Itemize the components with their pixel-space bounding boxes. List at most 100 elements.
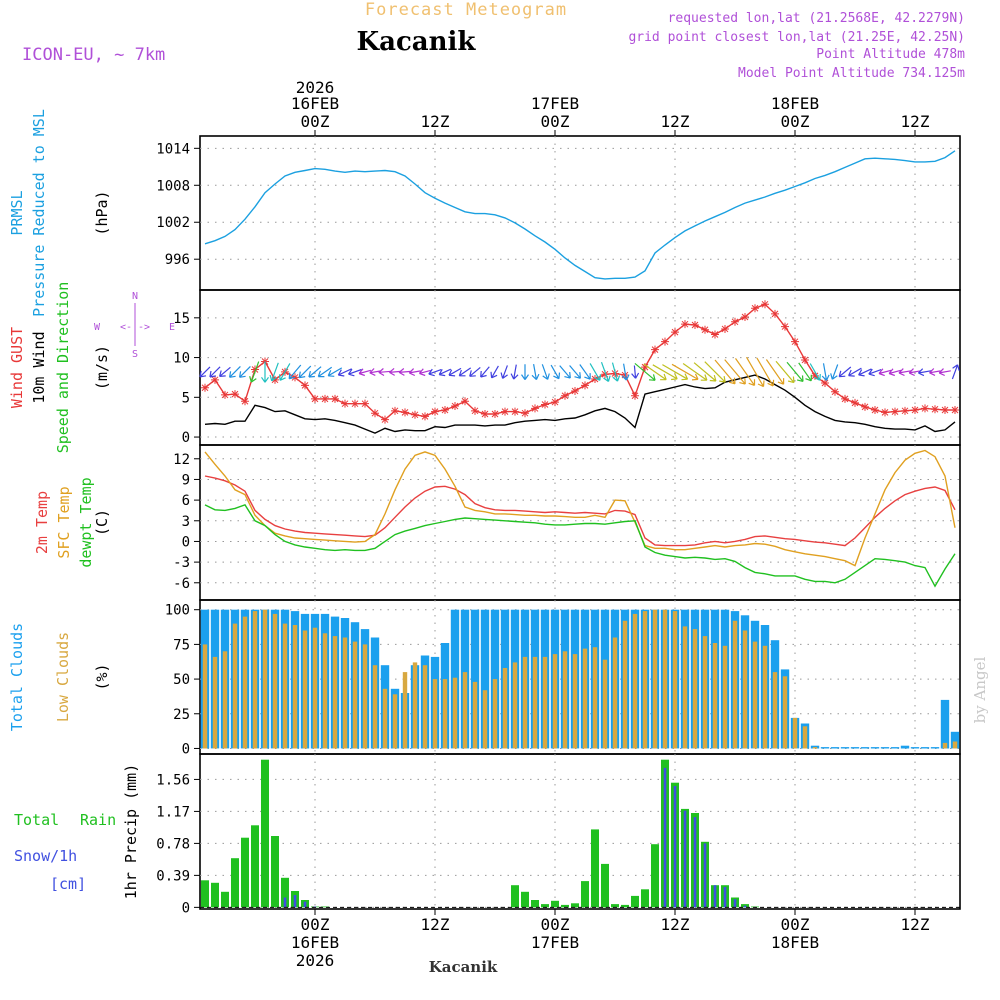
wind-direction-arrow bbox=[261, 361, 269, 383]
rain-bar bbox=[281, 877, 289, 908]
wind-direction-arrow bbox=[219, 366, 231, 377]
time-hour-top: 00Z bbox=[781, 112, 810, 131]
low-cloud-bar bbox=[682, 626, 688, 749]
y-tick-label: 15 bbox=[173, 311, 190, 327]
wind-direction-arrow bbox=[279, 363, 291, 381]
y-tick-label: 10 bbox=[173, 351, 190, 367]
wind-direction-arrow bbox=[229, 365, 241, 378]
gust-marker bbox=[521, 409, 529, 418]
header: Forecast Meteogram Kacanik ICON-EU, ~ 7k… bbox=[22, 0, 965, 81]
location-title: Kacanik bbox=[357, 27, 477, 57]
total-cloud-bar bbox=[820, 747, 830, 749]
compass-north: N bbox=[132, 291, 138, 302]
gust-marker bbox=[321, 394, 329, 403]
rain-bar bbox=[541, 904, 549, 908]
low-cloud-bar bbox=[402, 672, 408, 749]
rain-bar bbox=[581, 881, 589, 908]
time-hour-bottom: 00Z bbox=[541, 915, 570, 934]
total-cloud-bar bbox=[480, 609, 490, 749]
wind-direction-arrow bbox=[858, 368, 872, 377]
gust-marker bbox=[771, 309, 779, 318]
low-cloud-bar bbox=[292, 625, 298, 749]
gust-marker bbox=[371, 409, 379, 418]
panel-frame bbox=[199, 135, 961, 291]
gust-marker bbox=[901, 406, 909, 415]
wind-direction-arrow bbox=[662, 364, 689, 381]
gust-marker bbox=[551, 398, 559, 407]
y-axis-label: Low Clouds bbox=[54, 632, 72, 722]
wind-direction-arrow bbox=[878, 368, 892, 377]
wind-direction-arrow bbox=[510, 364, 519, 380]
total-cloud-bar bbox=[880, 747, 890, 749]
total-cloud-bar bbox=[890, 747, 900, 749]
low-cloud-bar bbox=[812, 747, 818, 749]
low-cloud-bar bbox=[622, 620, 628, 749]
wind-direction-arrow bbox=[724, 359, 746, 385]
gust-marker bbox=[471, 406, 479, 415]
y-axis-label: Wind GUST bbox=[8, 327, 26, 408]
wind-direction-arrow bbox=[317, 366, 333, 378]
snow-bar bbox=[303, 901, 307, 908]
time-hour-bottom: 12Z bbox=[661, 915, 690, 934]
gust-marker bbox=[721, 324, 729, 333]
low-cloud-bar bbox=[702, 636, 708, 749]
wind-direction-arrow bbox=[938, 368, 951, 377]
time-date-top: 17FEB bbox=[531, 94, 579, 113]
wind-direction-arrow bbox=[868, 368, 882, 377]
y-tick-label: 25 bbox=[173, 707, 190, 723]
requested-coordinates: requested lon,lat (21.2568E, 42.2279N) bbox=[668, 11, 965, 26]
gust-marker bbox=[491, 410, 499, 418]
y-tick-label: 1008 bbox=[156, 178, 190, 194]
low-cloud-bar bbox=[502, 668, 508, 749]
series-line-temp2m bbox=[204, 475, 956, 547]
compass-south: S bbox=[132, 349, 138, 360]
total-cloud-bar bbox=[840, 747, 850, 749]
low-cloud-bar bbox=[672, 611, 678, 749]
time-hour-bottom: 12Z bbox=[901, 915, 930, 934]
snow-bar bbox=[683, 810, 687, 908]
total-cloud-bar bbox=[860, 747, 870, 749]
gust-marker bbox=[631, 391, 639, 400]
forecast-meteogram-title: Forecast Meteogram bbox=[365, 0, 567, 20]
y-tick-label: 5 bbox=[182, 390, 190, 406]
gust-marker bbox=[511, 407, 519, 416]
wind-direction-arrow bbox=[458, 367, 472, 377]
time-hour-bottom: 12Z bbox=[421, 915, 450, 934]
gust-marker bbox=[751, 304, 759, 313]
rain-bar bbox=[611, 904, 619, 908]
y-axis-label: Total Clouds bbox=[8, 623, 26, 731]
gust-marker bbox=[921, 404, 929, 413]
wind-direction-arrow bbox=[809, 363, 821, 381]
gust-marker bbox=[641, 363, 649, 372]
gust-marker bbox=[841, 394, 849, 403]
low-cloud-bar bbox=[602, 659, 608, 749]
y-tick-label: 100 bbox=[165, 603, 190, 619]
gust-marker bbox=[861, 402, 869, 411]
total-cloud-bar bbox=[490, 609, 500, 749]
gust-marker bbox=[681, 320, 689, 329]
wind-direction-arrow bbox=[337, 368, 352, 377]
low-cloud-bar bbox=[512, 662, 518, 749]
gust-marker bbox=[951, 406, 959, 415]
rain-bar bbox=[571, 903, 579, 908]
y-axis-label: 10m Wind bbox=[30, 331, 48, 403]
legend-rain: Rain bbox=[80, 811, 116, 829]
y-tick-label: 1014 bbox=[156, 141, 190, 157]
wind-direction-arrow bbox=[611, 362, 621, 382]
low-cloud-bar bbox=[282, 623, 288, 749]
low-cloud-bar bbox=[442, 679, 448, 749]
y-tick-label: 0 bbox=[182, 430, 190, 446]
rain-bar bbox=[601, 863, 609, 908]
wind-direction-arrow bbox=[775, 360, 795, 384]
wind-direction-arrow bbox=[917, 368, 932, 377]
low-cloud-bar bbox=[422, 665, 428, 749]
wind-direction-arrow bbox=[541, 364, 550, 380]
low-cloud-bar bbox=[652, 609, 658, 749]
panel-frame bbox=[199, 444, 961, 601]
y-tick-label: 996 bbox=[165, 252, 190, 268]
low-cloud-bar bbox=[242, 616, 248, 749]
gust-marker bbox=[871, 406, 879, 415]
wind-direction-arrow bbox=[438, 368, 452, 377]
